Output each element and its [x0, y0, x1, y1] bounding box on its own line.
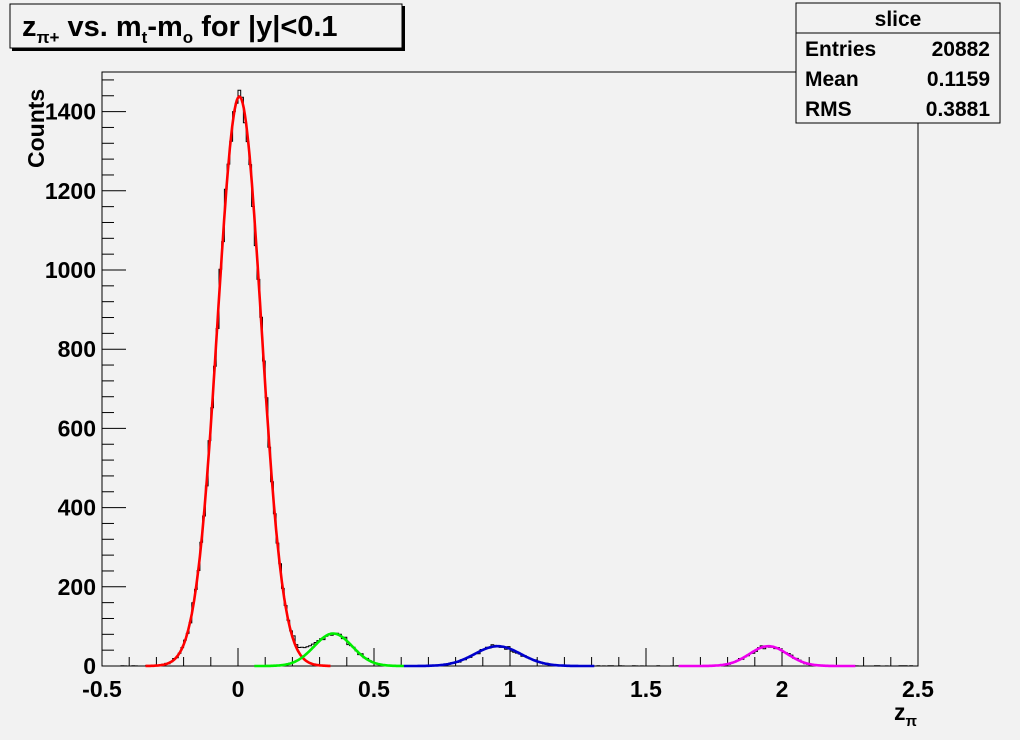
y-tick-label: 0: [83, 653, 96, 679]
y-tick-label: 1400: [45, 99, 96, 125]
y-tick-label: 1000: [45, 257, 96, 283]
fit-curve-2: [254, 632, 404, 668]
stats-entries-label: Entries: [805, 38, 876, 61]
y-tick-label: 200: [58, 574, 96, 600]
stats-rms-value: 0.3881: [926, 98, 991, 121]
fit-curve-1: [145, 95, 331, 668]
x-axis-label: zπ: [894, 699, 918, 730]
stats-rms-label: RMS: [805, 98, 852, 121]
y-tick-label: 1200: [45, 178, 96, 204]
x-tick-label: 1: [504, 676, 517, 702]
fit-curve-4: [678, 644, 856, 668]
stats-box: slice Entries 20882 Mean 0.1159 RMS 0.38…: [795, 2, 1001, 124]
plot-frame: [101, 71, 919, 667]
y-tick-label: 800: [58, 336, 96, 362]
axis-ticks: -0.5 0 0.5 1 1.5 2 2.5020040060080010001200140…: [45, 79, 934, 702]
title-box: zπ+ vs. mt-mo for |y|<0.1: [9, 3, 405, 51]
x-tick-label: 0.5: [358, 676, 390, 702]
y-axis-label: Counts: [23, 89, 49, 168]
x-tick-label: 2: [776, 676, 789, 702]
x-tick-label: 1.5: [630, 676, 662, 702]
x-tick-label: -0.5: [82, 676, 122, 702]
x-tick-label: 0: [232, 676, 245, 702]
y-tick-label: 400: [58, 495, 96, 521]
stats-mean-value: 0.1159: [927, 68, 990, 91]
stats-title: slice: [875, 8, 922, 31]
stats-entries-value: 20882: [932, 38, 990, 61]
stats-mean-label: Mean: [805, 68, 859, 91]
y-tick-label: 600: [58, 415, 96, 441]
fit-curves: [145, 95, 856, 668]
fit-curve-3: [403, 644, 595, 668]
chart-title: zπ+ vs. mt-mo for |y|<0.1: [22, 11, 338, 47]
x-tick-label: 2.5: [902, 676, 934, 702]
